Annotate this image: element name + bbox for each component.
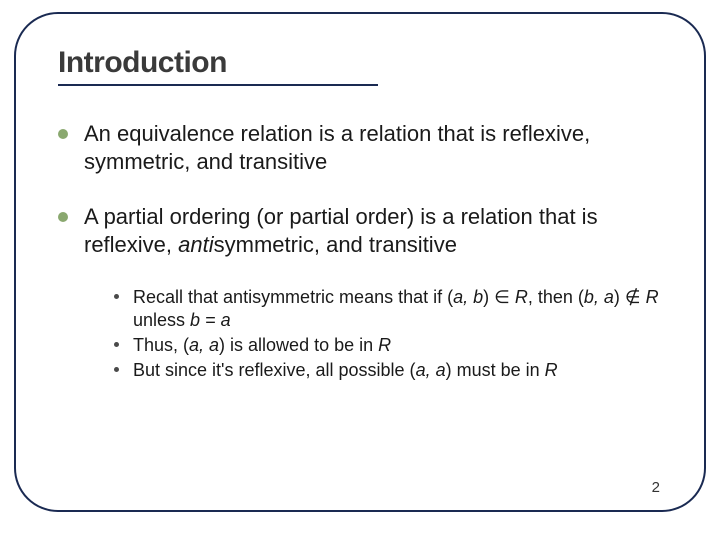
sub-bullet-list: Recall that antisymmetric means that if …: [114, 286, 672, 382]
sub-bullet-dot-icon: [114, 342, 119, 347]
sub-bullet-text: But since it's reflexive, all possible (…: [133, 359, 558, 382]
sub-bullet-text: Recall that antisymmetric means that if …: [133, 286, 672, 332]
sub-bullet-item: Thus, (a, a) is allowed to be in R: [114, 334, 672, 357]
slide: Introduction An equivalence relation is …: [0, 0, 720, 540]
bullet-item: An equivalence relation is a relation th…: [58, 120, 672, 175]
bullet-item: A partial ordering (or partial order) is…: [58, 203, 672, 258]
sub-bullet-dot-icon: [114, 294, 119, 299]
bullet-dot-icon: [58, 212, 68, 222]
bullet-dot-icon: [58, 129, 68, 139]
slide-content: Introduction An equivalence relation is …: [58, 46, 672, 384]
bullet-text: An equivalence relation is a relation th…: [84, 120, 672, 175]
slide-title: Introduction: [58, 46, 672, 80]
sub-bullet-item: Recall that antisymmetric means that if …: [114, 286, 672, 332]
sub-bullet-text: Thus, (a, a) is allowed to be in R: [133, 334, 391, 357]
bullet-text: A partial ordering (or partial order) is…: [84, 203, 672, 258]
page-number: 2: [652, 479, 660, 496]
bullet-list: An equivalence relation is a relation th…: [58, 120, 672, 382]
title-rule: [58, 84, 378, 86]
sub-bullet-dot-icon: [114, 367, 119, 372]
sub-bullet-item: But since it's reflexive, all possible (…: [114, 359, 672, 382]
